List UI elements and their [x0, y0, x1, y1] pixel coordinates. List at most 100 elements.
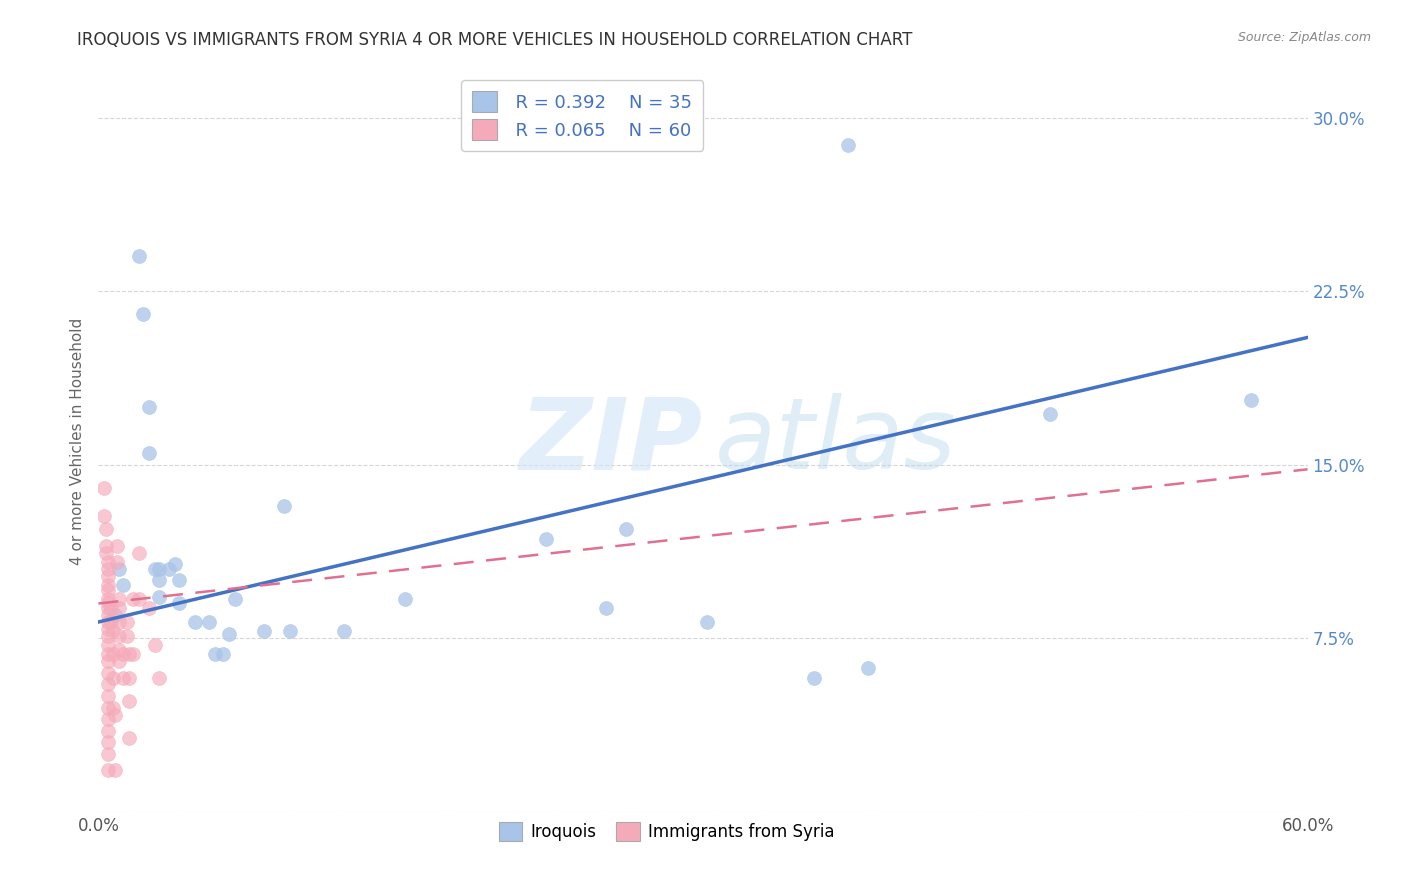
Point — [107, 654, 129, 668]
Point — [96, 545, 118, 560]
Point — [616, 523, 638, 537]
Point — [534, 532, 557, 546]
Point — [97, 568, 120, 582]
Point — [97, 648, 120, 662]
Point — [97, 601, 120, 615]
Point — [97, 763, 120, 777]
Point — [118, 671, 141, 685]
Point — [118, 731, 141, 745]
Point — [103, 608, 125, 623]
Point — [107, 642, 129, 657]
Point — [118, 648, 141, 662]
Point — [97, 597, 120, 611]
Point — [93, 508, 115, 523]
Point — [97, 608, 120, 623]
Point — [107, 562, 129, 576]
Point — [115, 629, 138, 643]
Point — [333, 624, 356, 639]
Point — [97, 654, 120, 668]
Point — [97, 700, 120, 714]
Point — [105, 539, 128, 553]
Point — [97, 723, 120, 738]
Legend: Iroquois, Immigrants from Syria: Iroquois, Immigrants from Syria — [492, 815, 841, 847]
Point — [128, 591, 150, 606]
Point — [143, 562, 166, 576]
Point — [100, 615, 122, 629]
Point — [121, 591, 143, 606]
Point — [128, 545, 150, 560]
Point — [101, 671, 124, 685]
Point — [1240, 392, 1263, 407]
Point — [148, 562, 170, 576]
Text: ZIP: ZIP — [520, 393, 703, 490]
Point — [107, 601, 129, 615]
Point — [167, 574, 190, 588]
Point — [115, 615, 138, 629]
Text: atlas: atlas — [716, 393, 956, 490]
Point — [103, 707, 125, 722]
Point — [858, 661, 880, 675]
Point — [97, 622, 120, 636]
Point — [107, 629, 129, 643]
Point — [148, 590, 170, 604]
Point — [97, 591, 120, 606]
Point — [97, 638, 120, 652]
Point — [111, 578, 134, 592]
Point — [1039, 407, 1062, 421]
Point — [118, 694, 141, 708]
Point — [97, 665, 120, 680]
Point — [97, 578, 120, 592]
Point — [128, 250, 150, 264]
Point — [97, 735, 120, 749]
Point — [148, 671, 170, 685]
Point — [167, 597, 190, 611]
Point — [278, 624, 301, 639]
Point — [157, 562, 180, 576]
Point — [111, 648, 134, 662]
Point — [132, 307, 155, 321]
Y-axis label: 4 or more Vehicles in Household: 4 or more Vehicles in Household — [69, 318, 84, 566]
Point — [696, 615, 718, 629]
Point — [97, 615, 120, 629]
Point — [121, 648, 143, 662]
Point — [97, 677, 120, 691]
Point — [96, 523, 118, 537]
Point — [803, 671, 825, 685]
Point — [837, 138, 859, 153]
Point — [143, 638, 166, 652]
Point — [198, 615, 221, 629]
Point — [224, 591, 246, 606]
Point — [394, 591, 416, 606]
Point — [148, 574, 170, 588]
Point — [101, 648, 124, 662]
Point — [253, 624, 276, 639]
Point — [97, 582, 120, 597]
Point — [103, 763, 125, 777]
Point — [163, 557, 186, 571]
Point — [595, 601, 617, 615]
Point — [105, 555, 128, 569]
Text: Source: ZipAtlas.com: Source: ZipAtlas.com — [1237, 31, 1371, 45]
Point — [138, 601, 160, 615]
Point — [138, 400, 160, 414]
Point — [107, 591, 129, 606]
Point — [97, 562, 120, 576]
Point — [101, 624, 124, 639]
Point — [97, 629, 120, 643]
Point — [96, 539, 118, 553]
Point — [111, 671, 134, 685]
Point — [97, 689, 120, 703]
Point — [212, 648, 235, 662]
Point — [93, 481, 115, 495]
Point — [100, 601, 122, 615]
Text: IROQUOIS VS IMMIGRANTS FROM SYRIA 4 OR MORE VEHICLES IN HOUSEHOLD CORRELATION CH: IROQUOIS VS IMMIGRANTS FROM SYRIA 4 OR M… — [77, 31, 912, 49]
Point — [138, 446, 160, 460]
Point — [97, 712, 120, 726]
Point — [97, 555, 120, 569]
Point — [273, 500, 295, 514]
Point — [97, 747, 120, 761]
Point — [204, 648, 226, 662]
Point — [107, 615, 129, 629]
Point — [101, 700, 124, 714]
Point — [218, 626, 240, 640]
